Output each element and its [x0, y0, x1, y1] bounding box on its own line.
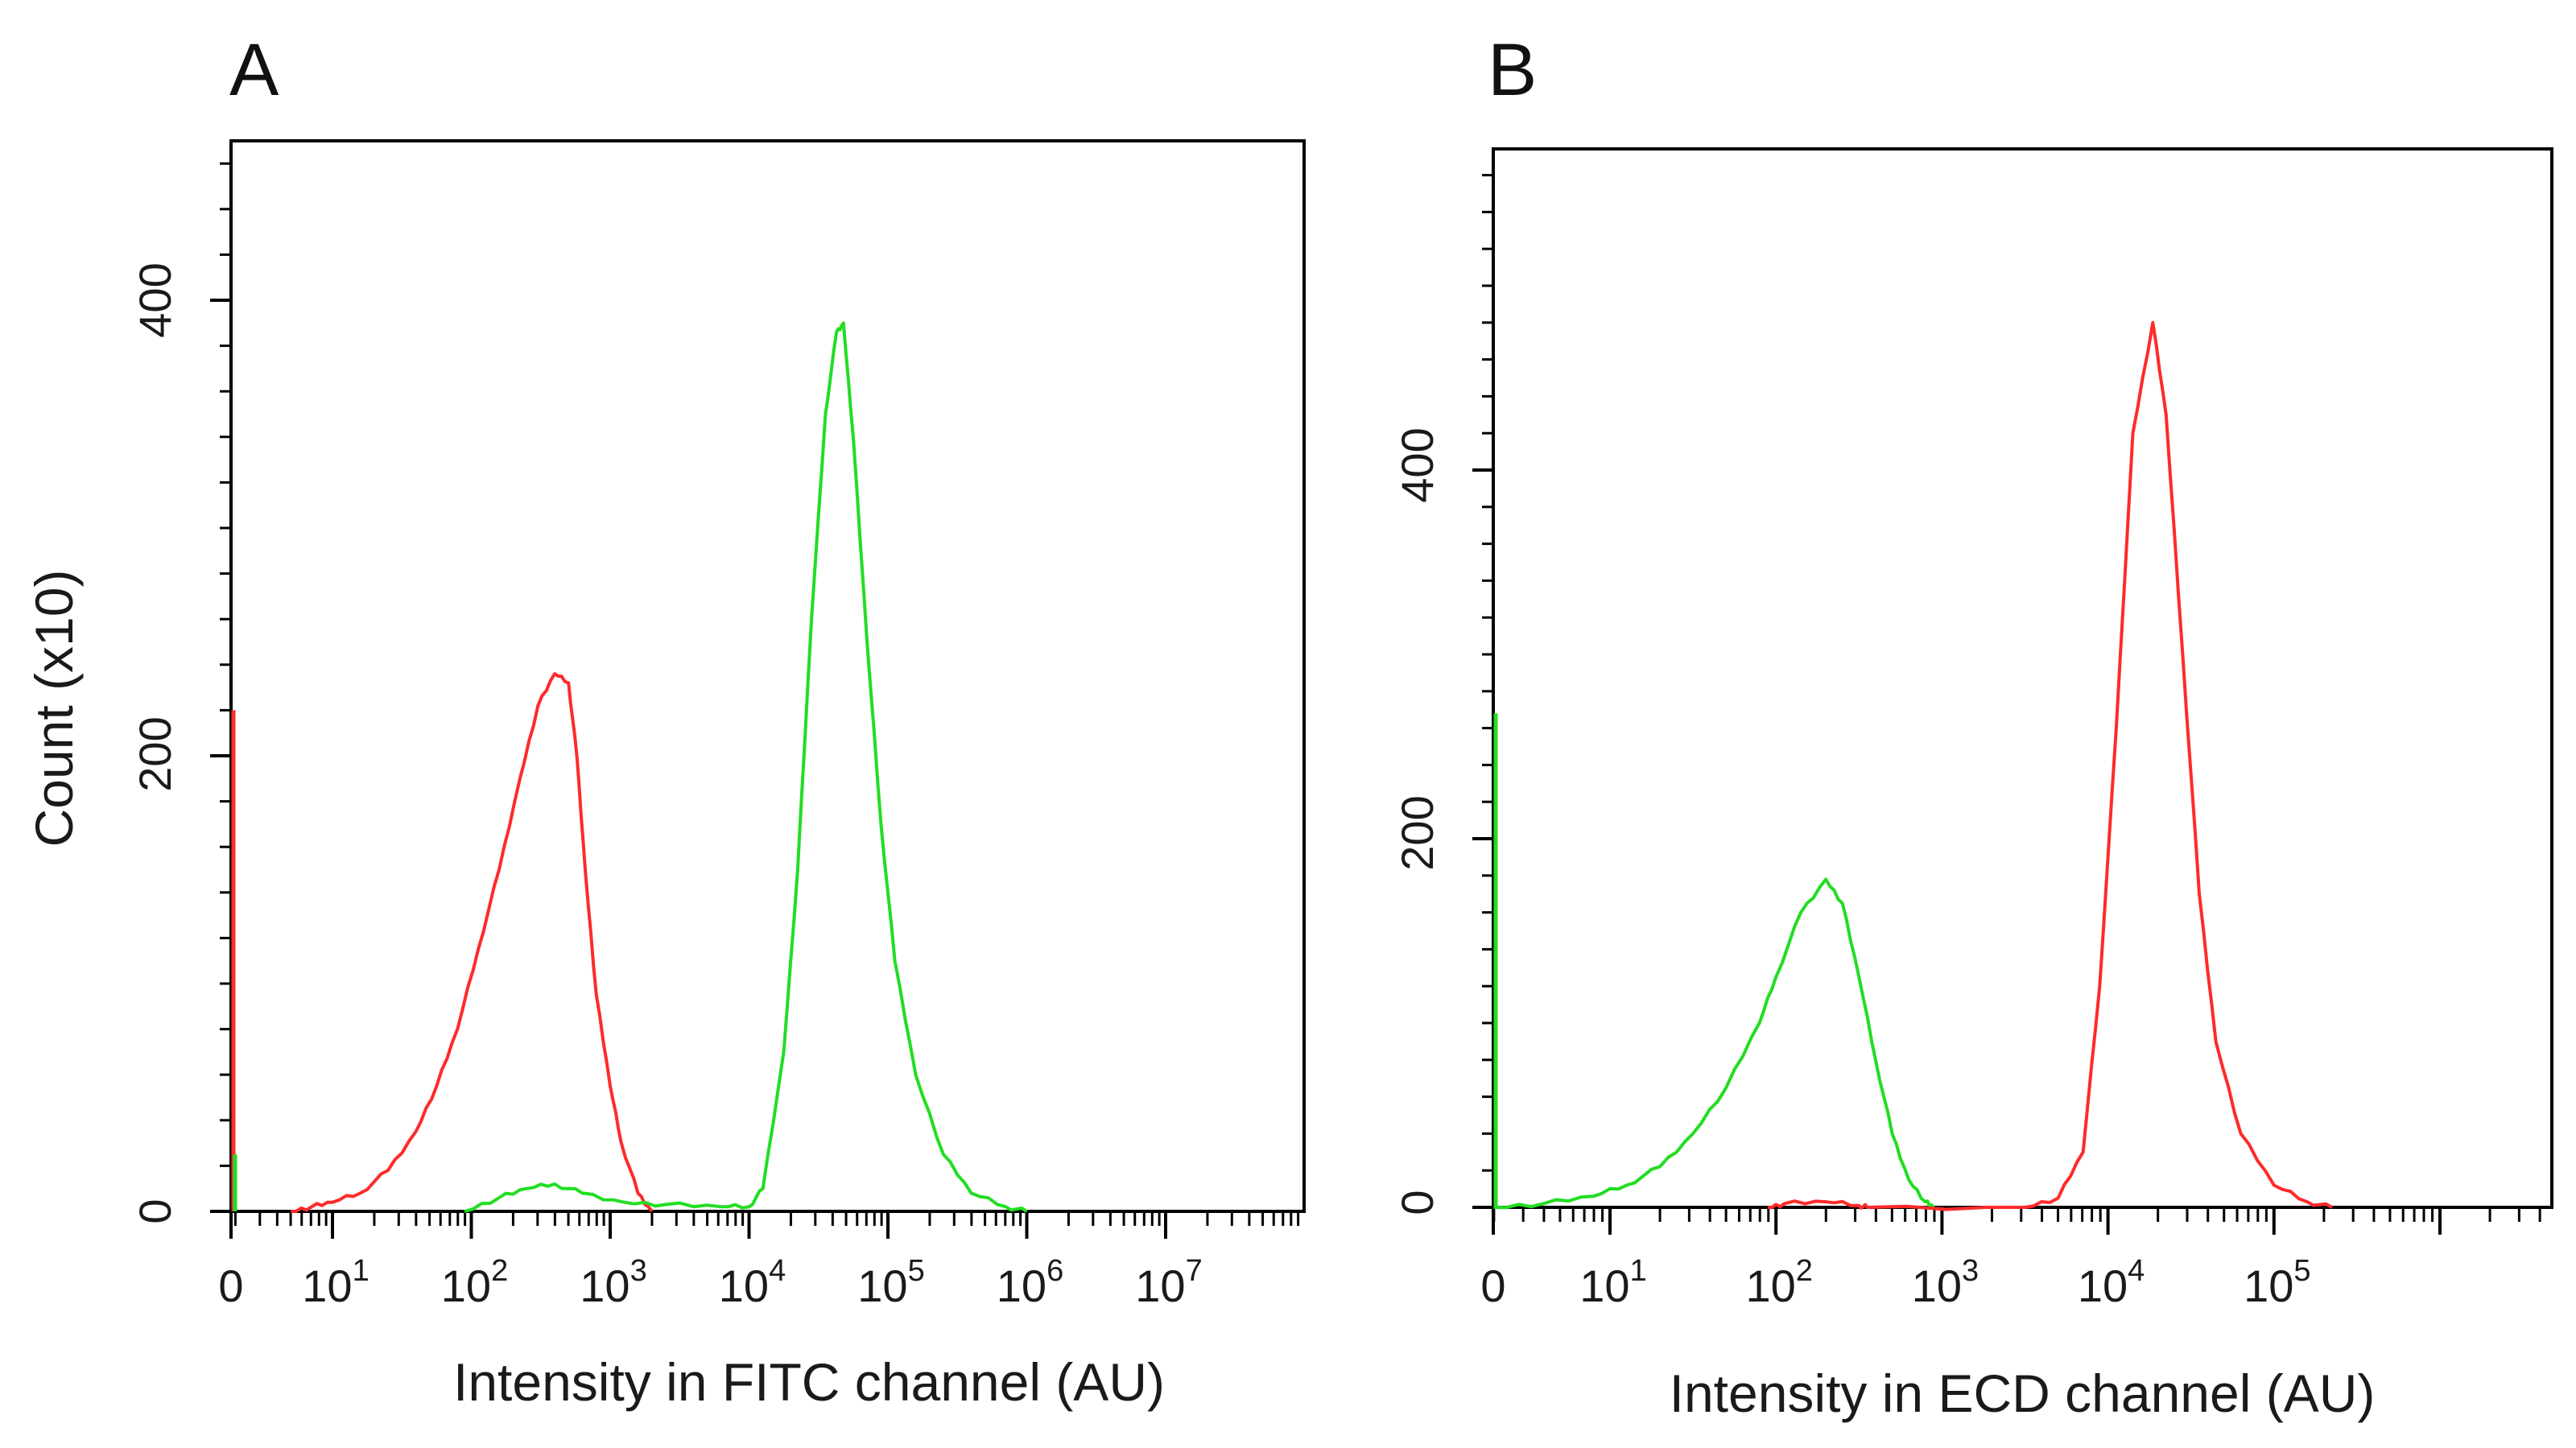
panel-a-series-red [291, 672, 654, 1213]
panel-b-y-tick-labels: 0 200 400 [1392, 427, 1443, 1215]
panel-a-y-axis-title: Count (x10) [24, 570, 84, 848]
panel-a-x-tick-labels: 0 101 102 103 104 105 106 107 [218, 1254, 1202, 1311]
panel-a-plot-frame [229, 139, 1306, 1213]
panel-a-series [231, 321, 1028, 1213]
panel-a-series-green [464, 321, 1028, 1213]
panel-b-xtick-label-5: 105 [2244, 1254, 2310, 1311]
panel-b-x-tick-labels: 0 101 102 103 104 105 [1480, 1254, 2310, 1311]
panel-b-xtick-label-4: 104 [2078, 1254, 2145, 1311]
panel-b-series-green [1493, 877, 1935, 1210]
panel-b-ytick-200: 200 [1392, 795, 1443, 870]
panel-a-xtick-label-6: 106 [997, 1254, 1063, 1311]
panel-a-xtick-label-7: 107 [1135, 1254, 1202, 1311]
panel-a-xtick-label-1: 101 [302, 1254, 369, 1311]
panel-b-plot-frame [1492, 147, 2553, 1209]
panel-a-ytick-400: 400 [130, 262, 180, 337]
panel-b-ticks [1472, 174, 2541, 1235]
panel-a-xtick-label-4: 104 [719, 1254, 786, 1311]
panel-b-ytick-400: 400 [1392, 427, 1443, 502]
panel-b-series [1493, 320, 2333, 1211]
panel-a-xtick-label-2: 102 [441, 1254, 508, 1311]
panel-a-xtick-label-0: 0 [218, 1260, 243, 1311]
panel-b: B 0 200 400 0 101 102 103 104 105 Intensity i… [1392, 29, 2553, 1423]
panel-a-x-axis-title: Intensity in FITC channel (AU) [453, 1352, 1165, 1412]
panel-b-xtick-label-0: 0 [1480, 1260, 1505, 1311]
panel-a: A 0 200 400 0 101 102 103 104 105 106 107 Count… [24, 29, 1306, 1412]
panel-b-xtick-label-1: 101 [1579, 1254, 1646, 1311]
panel-a-y-tick-labels: 0 200 400 [130, 262, 180, 1223]
panel-a-xtick-label-5: 105 [857, 1254, 924, 1311]
panel-a-ytick-200: 200 [130, 716, 180, 791]
panel-b-x-axis-title: Intensity in ECD channel (AU) [1670, 1363, 2376, 1423]
panel-b-letter: B [1488, 29, 1537, 111]
panel-a-xtick-label-3: 103 [580, 1254, 646, 1311]
panel-a-letter: A [229, 29, 279, 111]
panel-a-ytick-0: 0 [130, 1198, 180, 1223]
panel-b-xtick-label-2: 102 [1745, 1254, 1812, 1311]
panel-b-ytick-0: 0 [1392, 1190, 1443, 1215]
panel-a-ticks [210, 162, 1300, 1239]
panel-b-xtick-label-3: 103 [1912, 1254, 1979, 1311]
panel-b-series-red [1767, 320, 2333, 1211]
